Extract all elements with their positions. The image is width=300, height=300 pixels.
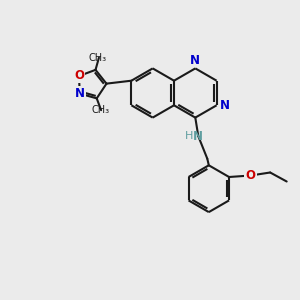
Text: O: O — [246, 169, 256, 182]
Text: N: N — [193, 130, 203, 143]
Text: H: H — [184, 131, 193, 141]
Text: N: N — [220, 99, 230, 112]
Text: N: N — [75, 87, 85, 100]
Text: CH₃: CH₃ — [89, 53, 107, 63]
Text: N: N — [190, 54, 200, 67]
Text: O: O — [74, 70, 84, 83]
Text: CH₃: CH₃ — [91, 105, 109, 115]
